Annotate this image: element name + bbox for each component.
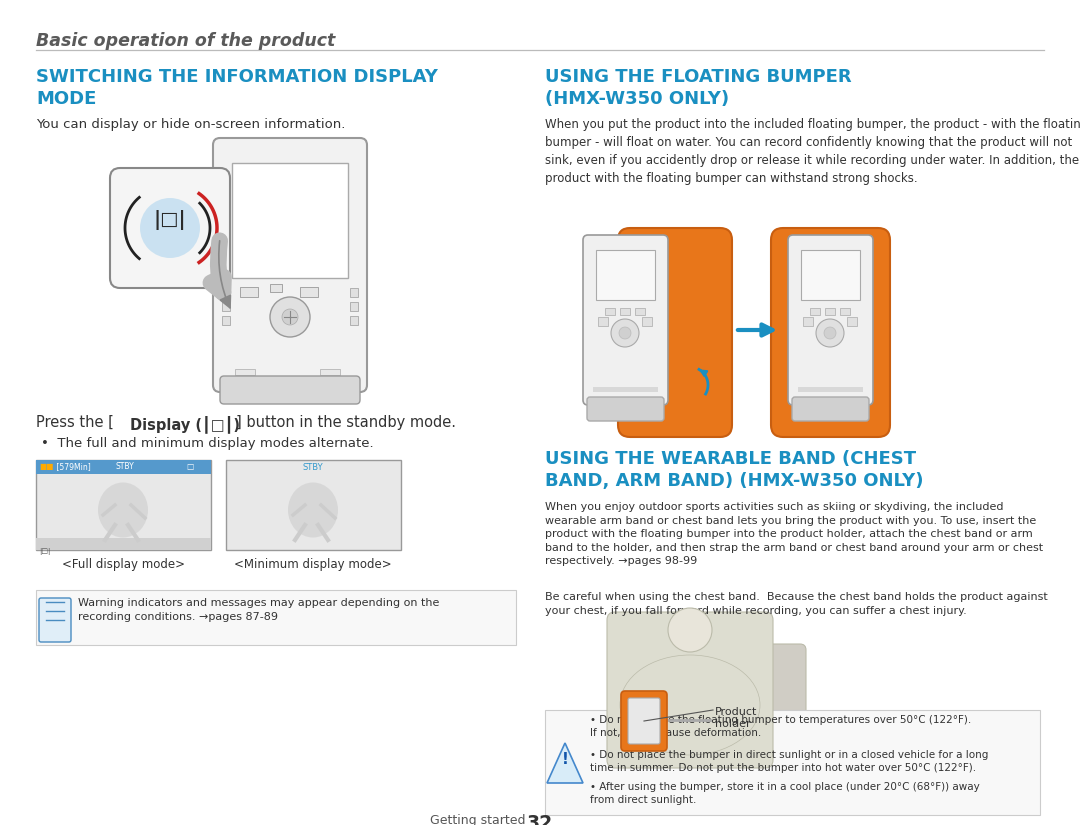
- Ellipse shape: [620, 655, 760, 755]
- Bar: [598, 317, 608, 326]
- Text: USING THE WEARABLE BAND (CHEST: USING THE WEARABLE BAND (CHEST: [545, 450, 916, 468]
- Bar: [635, 308, 645, 315]
- Circle shape: [282, 309, 298, 325]
- Circle shape: [611, 319, 639, 347]
- Text: 32: 32: [527, 814, 553, 825]
- Bar: [596, 250, 654, 300]
- Text: |□|: |□|: [39, 548, 51, 555]
- Bar: [681, 650, 698, 662]
- Text: • Do not expose the floating bumper to temperatures over 50°C (122°F).
If not, i: • Do not expose the floating bumper to t…: [590, 715, 971, 738]
- Bar: [300, 287, 318, 297]
- Text: Be careful when using the chest band.  Because the chest band holds the product : Be careful when using the chest band. Be…: [545, 592, 1048, 615]
- Bar: [222, 302, 230, 311]
- Bar: [620, 308, 630, 315]
- Text: [579Min]: [579Min]: [54, 462, 91, 471]
- Text: • Do not place the bumper in direct sunlight or in a closed vehicle for a long
t: • Do not place the bumper in direct sunl…: [590, 750, 988, 773]
- FancyBboxPatch shape: [213, 138, 367, 392]
- Bar: [270, 284, 282, 292]
- Bar: [222, 316, 230, 325]
- Text: ] button in the standby mode.: ] button in the standby mode.: [237, 415, 456, 430]
- FancyBboxPatch shape: [583, 235, 669, 405]
- Ellipse shape: [288, 483, 338, 538]
- Text: Press the [: Press the [: [36, 415, 113, 430]
- FancyBboxPatch shape: [734, 644, 806, 771]
- Bar: [232, 163, 348, 278]
- Bar: [804, 317, 813, 326]
- FancyBboxPatch shape: [110, 168, 230, 288]
- Text: You can display or hide on-screen information.: You can display or hide on-screen inform…: [36, 118, 346, 131]
- Text: <Minimum display mode>: <Minimum display mode>: [234, 558, 392, 571]
- Bar: [320, 369, 340, 375]
- Bar: [350, 316, 357, 325]
- Bar: [593, 387, 658, 392]
- Bar: [350, 288, 357, 297]
- Text: !: !: [562, 752, 568, 767]
- Text: STBY: STBY: [302, 463, 323, 472]
- Bar: [545, 710, 1040, 815]
- Text: (HMX-W350 ONLY): (HMX-W350 ONLY): [545, 90, 729, 108]
- FancyBboxPatch shape: [220, 376, 360, 404]
- Bar: [350, 302, 357, 311]
- Bar: [36, 590, 516, 645]
- Text: STBY: STBY: [116, 462, 135, 471]
- Text: MODE: MODE: [36, 90, 96, 108]
- Circle shape: [824, 327, 836, 339]
- Text: Basic operation of the product: Basic operation of the product: [36, 32, 335, 50]
- Text: Display (┃□┃): Display (┃□┃): [130, 415, 240, 433]
- Circle shape: [619, 327, 631, 339]
- Text: Warning indicators and messages may appear depending on the
recording conditions: Warning indicators and messages may appe…: [78, 598, 440, 622]
- Bar: [801, 250, 860, 300]
- Bar: [36, 460, 211, 474]
- Text: ■■: ■■: [39, 462, 54, 471]
- FancyBboxPatch shape: [771, 228, 890, 437]
- Bar: [240, 287, 258, 297]
- Text: □: □: [186, 462, 193, 471]
- Text: Product
holder: Product holder: [715, 707, 757, 729]
- Text: |□|: |□|: [153, 210, 187, 230]
- Text: When you enjoy outdoor sports activities such as skiing or skydiving, the includ: When you enjoy outdoor sports activities…: [545, 502, 1043, 567]
- Text: When you put the product into the included floating bumper, the product - with t: When you put the product into the includ…: [545, 118, 1080, 185]
- Text: Getting started: Getting started: [430, 814, 526, 825]
- FancyBboxPatch shape: [607, 612, 773, 768]
- Bar: [840, 308, 850, 315]
- Text: BAND, ARM BAND) (HMX-W350 ONLY): BAND, ARM BAND) (HMX-W350 ONLY): [545, 472, 923, 490]
- Ellipse shape: [98, 483, 148, 538]
- Circle shape: [140, 198, 200, 258]
- FancyBboxPatch shape: [39, 598, 71, 642]
- Bar: [605, 308, 615, 315]
- Bar: [642, 317, 652, 326]
- Circle shape: [669, 608, 712, 652]
- Text: •  The full and minimum display modes alternate.: • The full and minimum display modes alt…: [41, 437, 374, 450]
- Bar: [36, 538, 211, 550]
- Bar: [798, 387, 863, 392]
- Bar: [847, 317, 858, 326]
- FancyBboxPatch shape: [621, 691, 667, 751]
- Text: • After using the bumper, store it in a cool place (under 20°C (68°F)) away
from: • After using the bumper, store it in a …: [590, 782, 980, 805]
- Circle shape: [270, 297, 310, 337]
- FancyBboxPatch shape: [627, 698, 660, 744]
- Bar: [825, 308, 835, 315]
- Bar: [226, 460, 401, 550]
- Text: SWITCHING THE INFORMATION DISPLAY: SWITCHING THE INFORMATION DISPLAY: [36, 68, 437, 86]
- Bar: [36, 460, 211, 550]
- FancyBboxPatch shape: [618, 228, 732, 437]
- Bar: [222, 288, 230, 297]
- Polygon shape: [546, 743, 583, 783]
- Bar: [810, 308, 820, 315]
- FancyBboxPatch shape: [788, 235, 873, 405]
- FancyBboxPatch shape: [588, 397, 664, 421]
- Text: <Full display mode>: <Full display mode>: [62, 558, 185, 571]
- FancyBboxPatch shape: [792, 397, 869, 421]
- Bar: [235, 369, 255, 375]
- Text: USING THE FLOATING BUMPER: USING THE FLOATING BUMPER: [545, 68, 852, 86]
- Circle shape: [816, 319, 843, 347]
